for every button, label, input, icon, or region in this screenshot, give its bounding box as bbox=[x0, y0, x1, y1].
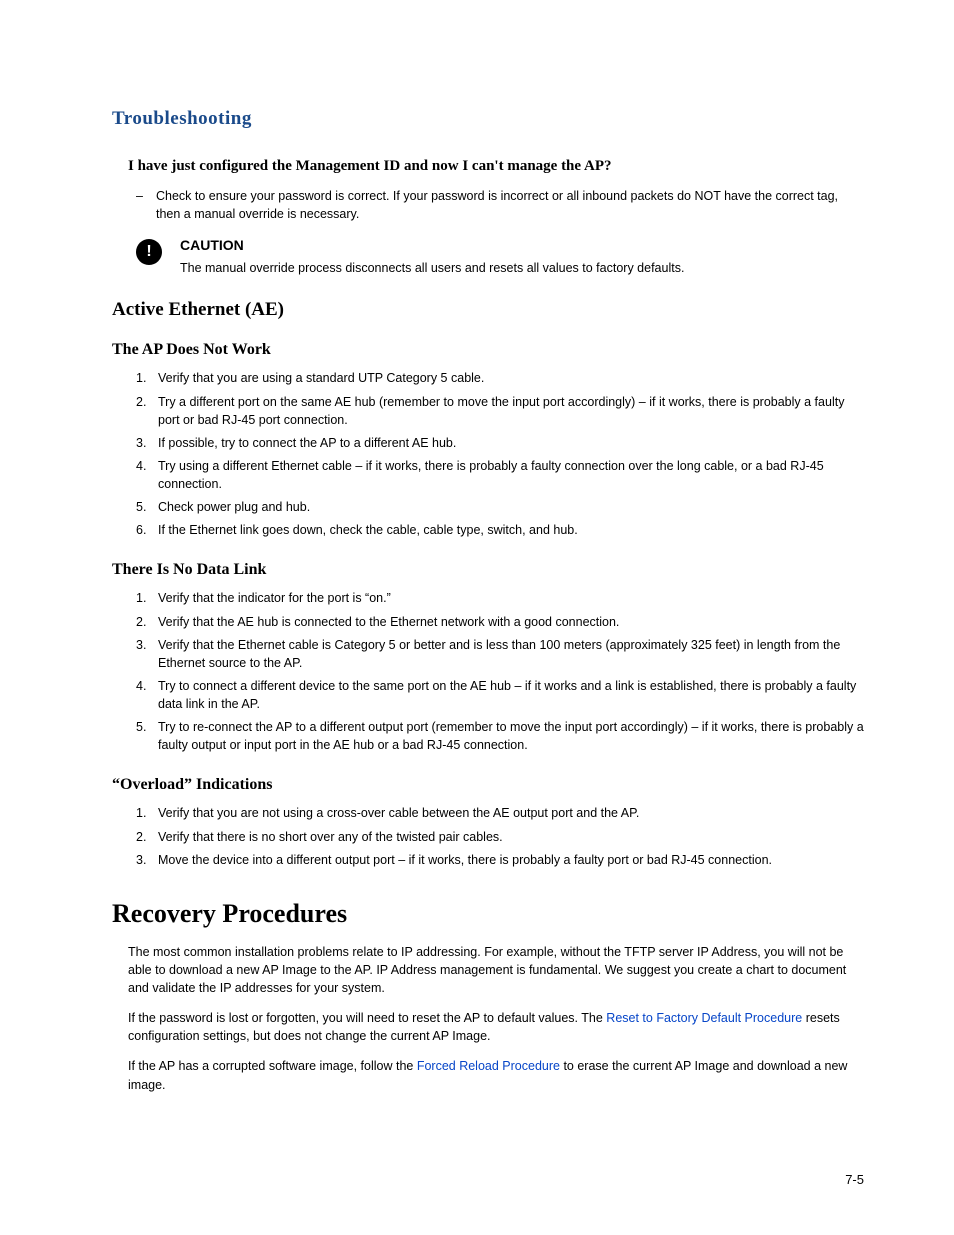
list-item: Move the device into a different output … bbox=[136, 851, 864, 869]
numbered-list: Verify that the indicator for the port i… bbox=[136, 589, 864, 754]
topic-heading: The AP Does Not Work bbox=[112, 341, 864, 359]
list-item: Verify that the Ethernet cable is Catego… bbox=[136, 636, 864, 672]
list-item: Try to re-connect the AP to a different … bbox=[136, 718, 864, 754]
page-number: 7-5 bbox=[845, 1172, 864, 1187]
text-run: If the password is lost or forgotten, yo… bbox=[128, 1011, 606, 1025]
list-item: If the Ethernet link goes down, check th… bbox=[136, 521, 864, 539]
question-heading: I have just configured the Management ID… bbox=[128, 158, 864, 175]
list-item: Verify that there is no short over any o… bbox=[136, 828, 864, 846]
paragraph: If the password is lost or forgotten, yo… bbox=[128, 1009, 864, 1045]
dash-list-item: – Check to ensure your password is corre… bbox=[136, 187, 864, 223]
list-item: Verify that the AE hub is connected to t… bbox=[136, 613, 864, 631]
list-item: Check power plug and hub. bbox=[136, 498, 864, 516]
paragraph: If the AP has a corrupted software image… bbox=[128, 1057, 864, 1093]
major-heading: Recovery Procedures bbox=[112, 899, 864, 929]
caution-block: ! CAUTION The manual override process di… bbox=[136, 237, 864, 277]
topic-heading: “Overload” Indications bbox=[112, 776, 864, 794]
list-item: Verify that you are using a standard UTP… bbox=[136, 369, 864, 387]
list-item: Verify that the indicator for the port i… bbox=[136, 589, 864, 607]
list-item: Try to connect a different device to the… bbox=[136, 677, 864, 713]
caution-label: CAUTION bbox=[180, 237, 864, 253]
section-title: Troubleshooting bbox=[112, 108, 864, 130]
numbered-list: Verify that you are not using a cross-ov… bbox=[136, 804, 864, 868]
subsection-title: Active Ethernet (AE) bbox=[112, 299, 864, 321]
caution-text: The manual override process disconnects … bbox=[180, 259, 864, 277]
list-item: Verify that you are not using a cross-ov… bbox=[136, 804, 864, 822]
list-item: Try using a different Ethernet cable – i… bbox=[136, 457, 864, 493]
dash-bullet: – bbox=[136, 187, 156, 223]
dash-text: Check to ensure your password is correct… bbox=[156, 187, 864, 223]
link-forced-reload[interactable]: Forced Reload Procedure bbox=[417, 1059, 560, 1073]
link-reset-factory[interactable]: Reset to Factory Default Procedure bbox=[606, 1011, 802, 1025]
numbered-list: Verify that you are using a standard UTP… bbox=[136, 369, 864, 539]
paragraph: The most common installation problems re… bbox=[128, 943, 864, 997]
caution-icon: ! bbox=[136, 239, 162, 265]
topic-heading: There Is No Data Link bbox=[112, 561, 864, 579]
caution-body: CAUTION The manual override process disc… bbox=[180, 237, 864, 277]
text-run: If the AP has a corrupted software image… bbox=[128, 1059, 417, 1073]
list-item: If possible, try to connect the AP to a … bbox=[136, 434, 864, 452]
list-item: Try a different port on the same AE hub … bbox=[136, 393, 864, 429]
